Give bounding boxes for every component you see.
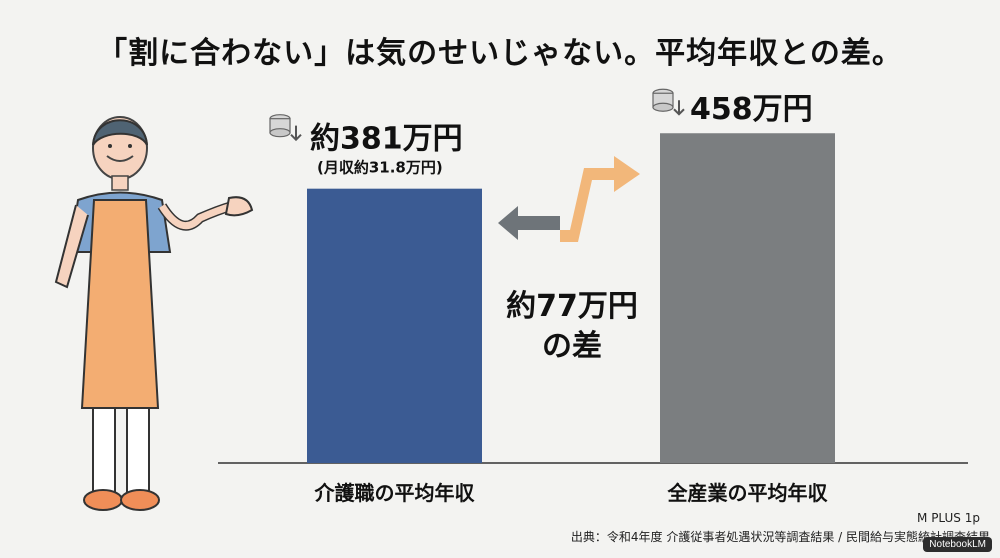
category-label-all-industry: 全産業の平均年収	[667, 481, 829, 505]
watermark: NotebookLM	[923, 537, 992, 552]
difference-label-line2: の差	[542, 329, 602, 364]
value-label-all-industry: 458万円	[690, 92, 813, 127]
page-title: 「割に合わない」は気のせいじゃない。平均年収との差。	[97, 36, 903, 71]
value-label-caregiver: 約381万円	[310, 122, 463, 157]
bar-all-industry	[660, 133, 835, 464]
sub-label-caregiver: (月収約31.8万円)	[317, 159, 443, 177]
source-note: 出典：令和4年度 介護従事者処遇状況等調査結果 / 民間給与実態統計調査結果	[570, 530, 990, 544]
bar-caregiver	[307, 188, 482, 463]
coin-stack-icon	[652, 88, 685, 116]
coin-stack-icon	[269, 114, 302, 142]
caregiver-illustration	[54, 116, 254, 511]
category-label-caregiver: 介護職の平均年収	[314, 481, 476, 505]
difference-label-line1: 約77万円	[506, 289, 638, 324]
font-note: M PLUS 1p	[917, 511, 980, 525]
double-arrow-icon	[498, 156, 640, 242]
